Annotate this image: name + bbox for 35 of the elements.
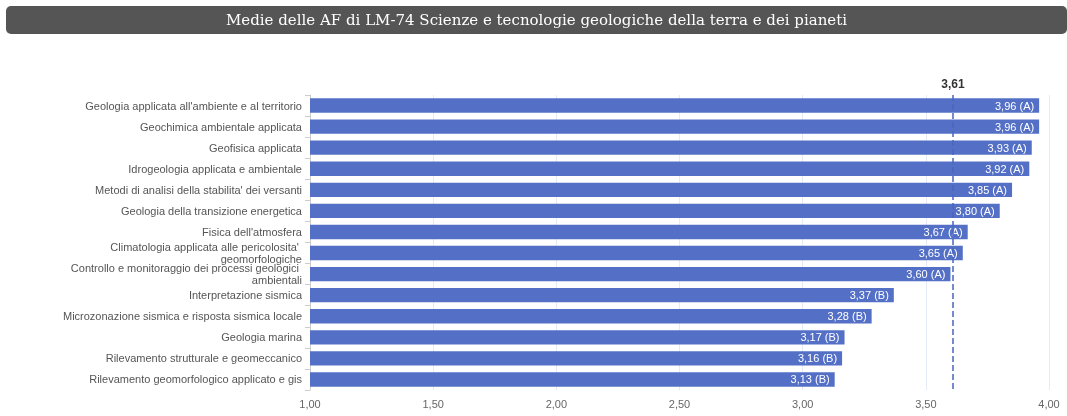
data-label: 3,16 (B) (797, 352, 838, 365)
y-tick-label: Microzonazione sismica e risposta sismica locale (62, 310, 302, 323)
x-tick-label: 1,00 (299, 397, 321, 410)
y-tick-label: Metodi di analisi della stabilita' dei versanti (95, 183, 302, 196)
data-label: 3,28 (B) (827, 310, 867, 323)
data-label: 3,96 (A) (995, 120, 1035, 133)
data-label: 3,37 (B) (849, 289, 889, 302)
y-tick-label: Geologia marina (221, 331, 303, 344)
x-tick-label: 4,00 (1038, 397, 1060, 410)
y-tick-label: Rilevamento geomorfologico applicato e gis (89, 373, 303, 386)
x-tick-label: 3,50 (915, 397, 937, 410)
data-label: 3,96 (A) (995, 99, 1035, 112)
x-tick-label: 2,50 (668, 397, 691, 410)
y-tick-label: Geochimica ambientale applicata (139, 120, 303, 133)
y-tick-label: Idrogeologia applicata e ambientale (128, 162, 302, 175)
data-label: 3,85 (A) (967, 183, 1008, 196)
chart-title: Medie delle AF di LM-74 Scienze e tecnologie geologiche della terra e dei pianeti (6, 6, 1067, 34)
data-label: 3,60 (A) (906, 268, 946, 281)
y-tick-label: Rilevamento strutturale e geomeccanico (105, 352, 302, 365)
y-tick-label: Geofisica applicata (209, 141, 303, 154)
data-label: 3,92 (A) (985, 162, 1025, 175)
y-tick-label: Interpretazione sismica (188, 289, 303, 302)
data-label: 3,65 (A) (918, 247, 958, 260)
ref-line-label: 3,61 (941, 77, 965, 91)
y-tick-label: Fisica dell'atmosfera (202, 225, 303, 238)
x-tick-label: 1,50 (422, 397, 444, 410)
data-label: 3,93 (A) (987, 141, 1027, 154)
data-label: 3,13 (B) (790, 373, 830, 386)
data-label: 3,67 (A) (923, 225, 963, 238)
y-tick-label: Geologia applicata all'ambiente e al territorio (85, 99, 302, 112)
x-tick-label: 3,00 (791, 397, 814, 410)
y-tick-label: Geologia della transizione energetica (120, 204, 303, 217)
data-label: 3,80 (A) (955, 204, 995, 217)
data-label: 3,17 (B) (800, 331, 840, 344)
x-tick-label: 2,00 (545, 397, 568, 410)
